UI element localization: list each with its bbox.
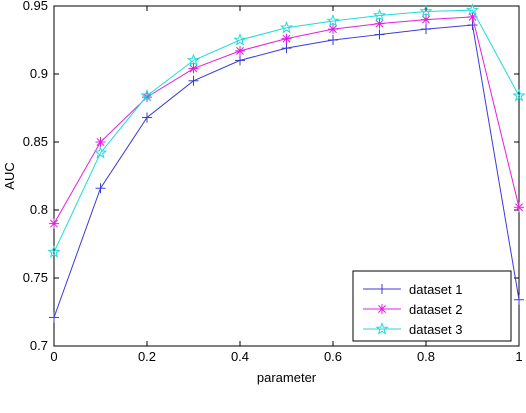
data-point [421,14,431,25]
x-tick-label: 0.6 [324,349,342,364]
data-point [186,53,201,67]
legend-label: dataset 2 [409,302,463,317]
data-point [95,183,106,194]
y-tick-label: 0.9 [30,66,48,81]
y-tick-label: 0.7 [30,338,48,353]
data-point [281,33,292,44]
data-point [95,137,106,147]
legend: dataset 1 dataset 2 dataset 3 [352,270,512,342]
data-point [49,218,59,229]
data-point [140,88,154,102]
data-point [374,29,385,40]
legend-marker [375,322,389,335]
data-point [233,33,247,46]
data-point [374,18,385,29]
data-point [188,75,199,86]
data-point [279,20,294,34]
data-point [142,112,152,123]
x-axis-label: parameter [257,370,317,385]
data-point [421,24,431,35]
x-tick-label: 0.2 [138,349,156,364]
data-point [49,312,59,323]
data-point [328,24,338,35]
series-2 [49,11,524,229]
series-3 [47,3,526,258]
legend-item: dataset 2 [363,302,463,317]
legend-label: dataset 1 [409,282,463,297]
data-point [512,88,526,102]
y-tick-label: 0.75 [23,270,48,285]
legend-marker [377,304,387,314]
axis-ticks: 0 0.2 0.4 0.6 0.8 1 0.7 0.75 0.8 0.85 0.9 0.95 [23,0,523,364]
legend-item: dataset 3 [363,322,463,337]
y-tick-label: 0.8 [30,202,48,217]
data-point [235,55,245,66]
y-axis-label: AUC [2,162,17,189]
y-tick-label: 0.95 [23,0,48,13]
y-tick-label: 0.85 [23,134,48,149]
legend-label: dataset 3 [409,322,463,337]
data-point [47,245,61,258]
data-point [281,43,292,54]
x-tick-label: 0.8 [417,349,435,364]
legend-item: dataset 1 [363,282,463,297]
data-point [188,63,199,74]
legend-marker [377,284,387,294]
x-tick-label: 1 [515,349,522,364]
data-point [326,14,340,27]
data-point [465,3,480,16]
data-point [372,8,387,22]
series-layer [47,3,526,323]
series-1 [49,20,524,323]
data-point [514,294,524,305]
data-point [328,35,338,45]
data-point [235,45,245,56]
x-tick-label: 0.4 [231,349,249,364]
data-point [93,145,108,159]
x-tick-label: 0 [50,349,57,364]
data-point [419,4,433,18]
series-line [53,9,520,253]
data-point [514,202,524,213]
